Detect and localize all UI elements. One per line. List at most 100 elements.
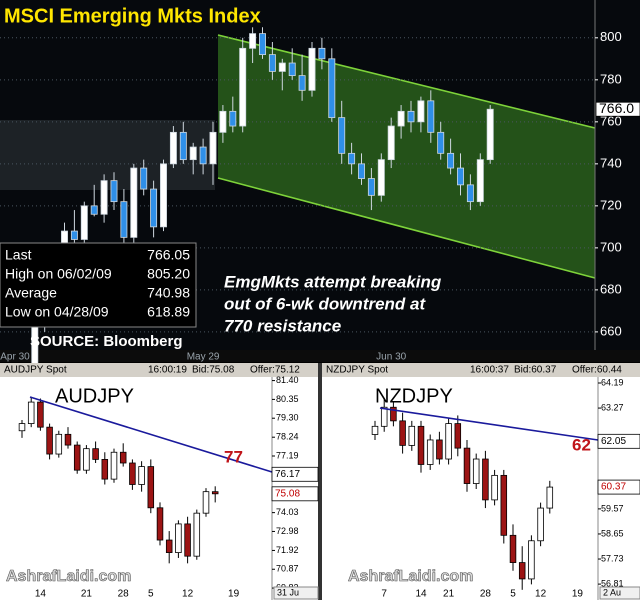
price-tag-label: 62.05 — [601, 436, 626, 447]
candle-body — [445, 423, 452, 460]
y-tick-label: 79.30 — [276, 413, 299, 423]
header-time: 16:00:19 — [148, 365, 187, 376]
divider — [318, 363, 322, 600]
x-tick-label: Apr 30 — [0, 352, 30, 363]
candle-body — [546, 486, 554, 509]
x-tick-label: 12 — [535, 589, 547, 600]
candle-body — [466, 184, 474, 203]
y-tick-label: 71.92 — [276, 545, 299, 555]
header: AUDJPY Spot 16:00:19 Bid:75.08 Offer:75.… — [4, 365, 300, 376]
header-bid: Bid:60.37 — [514, 365, 557, 376]
candle-body — [482, 458, 489, 501]
panel-background — [0, 363, 318, 600]
watermark: AshrafLaidi.com — [6, 568, 131, 585]
candle-body — [189, 146, 197, 161]
level-label: 62 — [572, 435, 591, 454]
stat-value: 766.05 — [147, 247, 190, 263]
price-tag — [271, 486, 319, 502]
candle-body — [407, 110, 415, 123]
candle-body — [46, 426, 53, 455]
candle-body — [37, 401, 44, 428]
date-tag — [599, 586, 640, 600]
y-tick-label: 57.73 — [601, 553, 624, 563]
price-tag — [595, 101, 640, 117]
candle-body — [537, 507, 544, 542]
stat-value: 740.98 — [147, 285, 190, 301]
level-label: 77 — [224, 447, 243, 466]
header: NZDJPY Spot 16:00:37 Bid:60.37 Offer:60.… — [326, 365, 622, 376]
candle-body — [367, 178, 375, 196]
candle-body — [119, 451, 127, 464]
candle-body — [184, 523, 191, 557]
candle-body — [454, 423, 462, 449]
candle-body — [179, 131, 187, 161]
date-strip — [0, 350, 640, 362]
candle-body — [387, 125, 395, 161]
header-offer: Offer:60.44 — [572, 365, 622, 376]
y-tick-label: 760 — [600, 113, 622, 128]
candle-body — [528, 540, 535, 580]
stat-label: High on 06/02/09 — [5, 266, 112, 282]
date-tag-label: 2 Au — [603, 587, 621, 597]
x-tick-label: 19 — [572, 589, 584, 600]
x-tick-label: 21 — [443, 589, 455, 600]
stats-box — [0, 242, 197, 328]
y-tick-label: 58.65 — [601, 528, 624, 538]
header-bar — [322, 363, 640, 377]
plot: 64.19 63.27 59.57 58.65 57.73 56.81 7 14 21 28 5 12… — [371, 377, 624, 600]
candle-body — [80, 205, 88, 240]
y-tick-label: 720 — [600, 197, 622, 212]
price-tag-label: 75.08 — [275, 488, 300, 499]
candle-body — [249, 33, 257, 49]
candle-body — [70, 230, 78, 240]
candle-body — [500, 474, 508, 536]
candle-body — [147, 466, 155, 509]
candle-body — [472, 458, 480, 484]
y-tick-label: 59.57 — [601, 503, 624, 513]
candle-body — [358, 163, 365, 179]
y-tick-label: 63.27 — [601, 402, 624, 412]
candle-body — [486, 108, 494, 161]
y-tick-label: 680 — [600, 281, 622, 296]
candle-body — [278, 62, 286, 72]
candle-body — [83, 448, 90, 471]
candle-body — [165, 539, 173, 553]
candle-body — [73, 444, 81, 471]
chart-title: MSCI Emerging Mkts Index — [4, 5, 261, 27]
price-tag — [597, 433, 640, 449]
y-tick-label: 64.19 — [601, 377, 624, 387]
candle-body — [120, 201, 128, 238]
stat-value: 805.20 — [147, 266, 190, 282]
watermark: AshrafLaidi.com — [348, 568, 473, 585]
overlay: 766.0 76.17 75.08 31 Ju 62.05 60.37 2 Au — [271, 100, 640, 600]
candle-body — [219, 110, 227, 133]
y-tick-label: 56.81 — [601, 578, 624, 588]
panel-background — [322, 363, 640, 600]
header-bar — [0, 363, 318, 377]
candle-body — [437, 131, 445, 154]
channel-lower — [217, 177, 596, 279]
date-tag-label: 31 Ju — [277, 587, 299, 597]
candle-body — [110, 451, 118, 480]
candle-body — [436, 439, 443, 460]
candle-body — [130, 167, 138, 238]
candle-body — [399, 420, 406, 446]
candle-body — [202, 491, 210, 514]
candle-body — [169, 131, 177, 165]
candle-body — [390, 406, 397, 422]
price-tag — [271, 466, 319, 482]
shade-band — [0, 120, 215, 190]
candle-body — [457, 167, 464, 186]
candle-body — [491, 474, 498, 501]
candle-body — [447, 152, 455, 169]
y-tick-label: 77.19 — [276, 450, 299, 460]
channel-upper — [217, 34, 596, 129]
candle-body — [175, 523, 182, 553]
stats: Last 766.05 High on 06/02/09 805.20 Aver… — [5, 247, 190, 320]
x-tick-label: 19 — [228, 589, 240, 600]
candle-body — [18, 423, 26, 432]
candle-body — [408, 425, 416, 446]
candle-body — [259, 33, 266, 56]
candle-body — [518, 562, 526, 580]
